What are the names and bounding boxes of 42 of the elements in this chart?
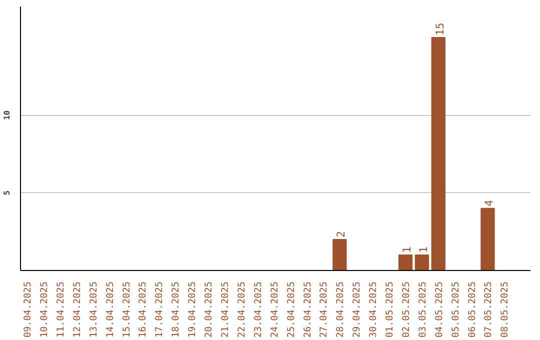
x-tick-label: 06.05.2025 <box>466 281 478 338</box>
x-tick-label: 05.05.2025 <box>450 281 462 338</box>
x-tick-label: 04.05.2025 <box>434 281 445 338</box>
x-tick-label: 15.04.2025 <box>121 281 132 338</box>
x-tick-label: 27.04.2025 <box>318 281 330 338</box>
x-tick-label: 14.04.2025 <box>104 281 116 338</box>
x-tick-label: 25.04.2025 <box>286 281 297 338</box>
x-tick-label: 12.04.2025 <box>72 281 83 338</box>
x-tick-label: 02.05.2025 <box>400 281 412 338</box>
x-tick-label: 20.04.2025 <box>204 281 215 338</box>
data-label: 4 <box>482 200 496 206</box>
x-tick-label: 28.04.2025 <box>335 281 346 338</box>
data-label: 2 <box>334 231 348 238</box>
y-tick-label: 5 <box>2 190 12 196</box>
x-tick-label: 18.04.2025 <box>170 281 182 338</box>
x-tick-label: 30.04.2025 <box>368 281 380 338</box>
bar <box>414 254 429 270</box>
x-tick-label: 10.04.2025 <box>39 281 50 338</box>
x-tick-label: 19.04.2025 <box>187 281 198 338</box>
data-label: 15 <box>433 22 446 36</box>
x-tick-label: 11.04.2025 <box>55 281 66 338</box>
y-tick-label: 10 <box>2 110 12 120</box>
x-tick-label: 16.04.2025 <box>138 281 149 338</box>
x-tick-label: 08.05.2025 <box>500 281 511 338</box>
bar <box>431 37 446 270</box>
x-tick-label: 13.04.2025 <box>88 281 100 338</box>
x-tick-label: 09.04.2025 <box>22 281 34 338</box>
x-tick-label: 24.04.2025 <box>269 281 280 338</box>
data-label: 1 <box>400 246 414 253</box>
bar <box>398 254 413 270</box>
x-tick-label: 21.04.2025 <box>220 281 231 338</box>
x-tick-label: 03.05.2025 <box>417 281 428 338</box>
bar <box>480 208 495 270</box>
x-tick-label: 01.05.2025 <box>384 281 396 338</box>
x-tick-label: 17.04.2025 <box>154 281 166 338</box>
x-tick-label: 07.05.2025 <box>483 281 494 338</box>
x-tick-label: 26.04.2025 <box>302 281 314 338</box>
data-label: 1 <box>416 246 430 253</box>
x-tick-label: 29.04.2025 <box>352 281 363 338</box>
x-tick-label: 22.04.2025 <box>236 281 248 338</box>
x-tick-label: 23.04.2025 <box>252 281 264 338</box>
bar <box>332 238 347 270</box>
